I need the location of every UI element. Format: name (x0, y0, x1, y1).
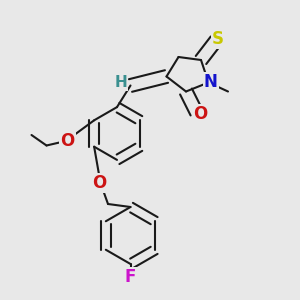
Text: O: O (193, 105, 207, 123)
Text: O: O (60, 132, 75, 150)
Text: F: F (125, 268, 136, 286)
Text: O: O (92, 174, 106, 192)
Text: N: N (204, 73, 218, 91)
Text: H: H (115, 75, 127, 90)
Text: S: S (212, 30, 224, 48)
